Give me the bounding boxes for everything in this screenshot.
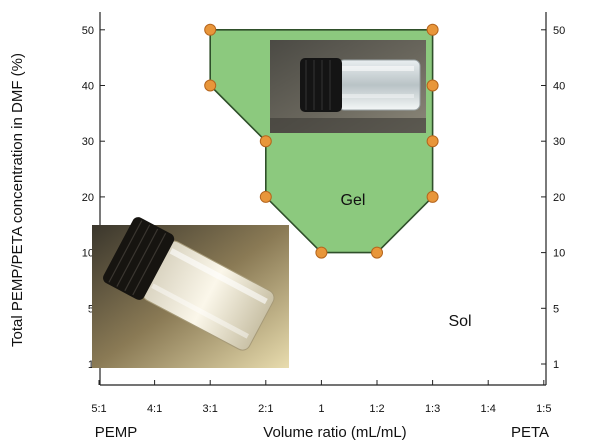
gel-vial-photo xyxy=(270,40,426,133)
x-tick-label: 5:1 xyxy=(91,403,106,415)
x-tick-label: 3:1 xyxy=(203,403,218,415)
x-tick-label: 4:1 xyxy=(147,403,162,415)
boundary-point xyxy=(371,246,383,259)
y-tick-label-left: 1 xyxy=(88,359,94,371)
boundary-point xyxy=(426,190,439,203)
x-tick-label: 1:4 xyxy=(481,403,496,415)
y-tick-label-left: 40 xyxy=(82,81,94,93)
boundary-point xyxy=(259,135,272,148)
y-tick-label-right: 10 xyxy=(553,248,565,260)
boundary-point xyxy=(426,135,439,148)
y-tick-label-right: 5 xyxy=(553,303,559,315)
x-axis-end-label-peta: PETA xyxy=(511,424,549,441)
x-tick-label: 1:2 xyxy=(369,403,384,415)
x-axis-end-label-pemp: PEMP xyxy=(95,424,138,441)
y-tick-label-right: 20 xyxy=(553,192,565,204)
x-tick-label: 1 xyxy=(318,403,324,415)
y-tick-label-right: 50 xyxy=(553,25,565,37)
boundary-point xyxy=(259,190,272,203)
y-tick-label-left: 20 xyxy=(82,192,94,204)
x-axis-title: Volume ratio (mL/mL) xyxy=(263,424,406,441)
y-tick-label-right: 1 xyxy=(553,359,559,371)
boundary-point xyxy=(204,23,217,36)
gel-region-label: Gel xyxy=(341,192,366,209)
sol-vial-photo xyxy=(92,217,289,368)
y-axis-title: Total PEMP/PETA concentration in DMF (%) xyxy=(9,53,26,347)
boundary-point xyxy=(426,23,439,36)
sol-region-label: Sol xyxy=(448,313,471,330)
boundary-point xyxy=(315,246,328,259)
y-tick-label-left: 5 xyxy=(88,303,94,315)
boundary-point xyxy=(426,79,439,92)
x-tick-label: 1:5 xyxy=(536,403,551,415)
y-tick-label-left: 10 xyxy=(82,248,94,260)
y-tick-label-left: 30 xyxy=(82,136,94,148)
y-tick-label-right: 40 xyxy=(553,81,565,93)
y-tick-label-left: 50 xyxy=(82,25,94,37)
boundary-point xyxy=(204,79,217,92)
x-tick-label: 2:1 xyxy=(258,403,273,415)
y-tick-label-right: 30 xyxy=(553,136,565,148)
x-tick-label: 1:3 xyxy=(425,403,440,415)
